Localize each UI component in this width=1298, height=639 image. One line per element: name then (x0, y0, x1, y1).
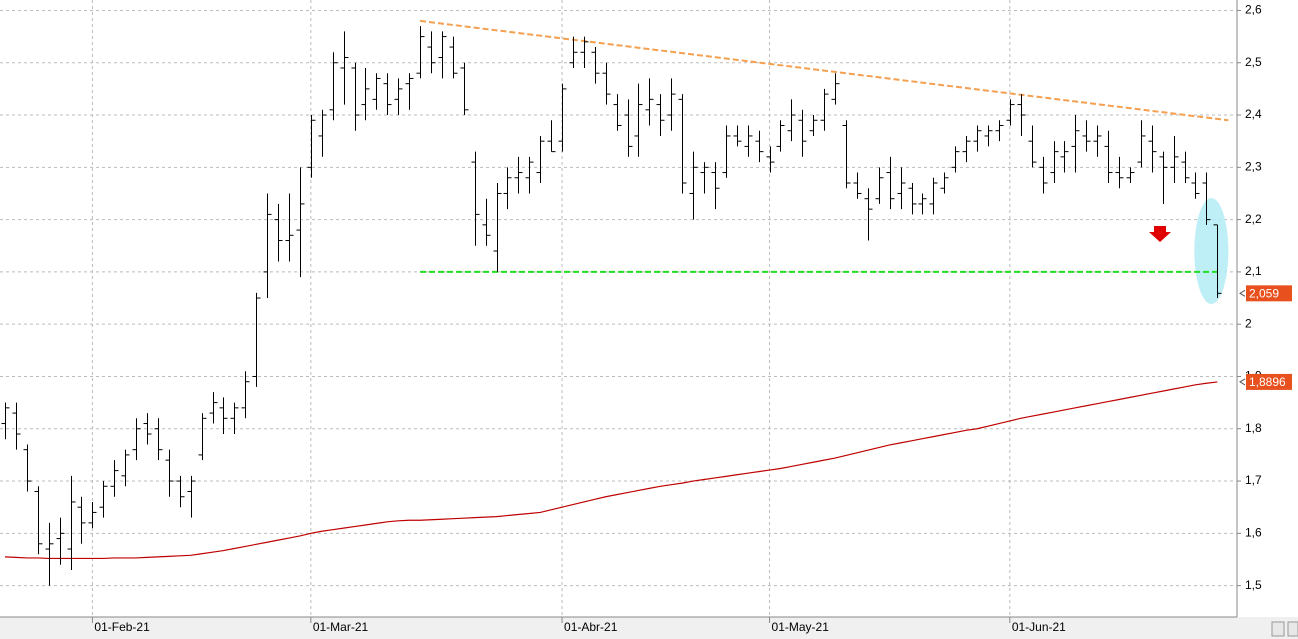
down-arrow (1149, 226, 1171, 242)
price-tag (1246, 373, 1292, 390)
price-tag (1246, 285, 1292, 302)
y-tick-label: 1,7 (1245, 473, 1262, 487)
x-tick-label: 01-May-21 (772, 620, 830, 634)
toolbar-icon[interactable] (1271, 621, 1285, 637)
y-tick-label: 1,8 (1245, 421, 1262, 435)
moving-average (4, 381, 1218, 560)
x-tick-label: 01-Mar-21 (313, 620, 369, 634)
y-tick-label: 2,4 (1245, 107, 1262, 121)
y-tick-label: 2 (1245, 316, 1252, 330)
trendline (419, 19, 1229, 122)
x-tick-label: 01-Abr-21 (564, 620, 618, 634)
highlight (1194, 197, 1229, 304)
y-tick-label: 1,6 (1245, 526, 1262, 540)
price-pointer (1239, 378, 1246, 386)
toolbar-icon[interactable] (1287, 621, 1298, 637)
x-axis-strip (0, 617, 1298, 639)
x-tick-label: 01-Jun-21 (1012, 620, 1066, 634)
x-tick-label: 01-Feb-21 (94, 620, 150, 634)
price-tag-label: 2,059 (1249, 287, 1279, 301)
price-tag-label: 1,8896 (1249, 375, 1286, 389)
y-tick-label: 2,1 (1245, 264, 1262, 278)
y-tick-label: 2,2 (1245, 212, 1262, 226)
y-axis-strip (1237, 0, 1298, 617)
y-tick-label: 2,3 (1245, 159, 1262, 173)
y-tick-label: 1,5 (1245, 578, 1262, 592)
y-tick-label: 2,5 (1245, 55, 1262, 69)
price-pointer (1239, 289, 1246, 297)
y-tick-label: 2,6 (1245, 3, 1262, 17)
